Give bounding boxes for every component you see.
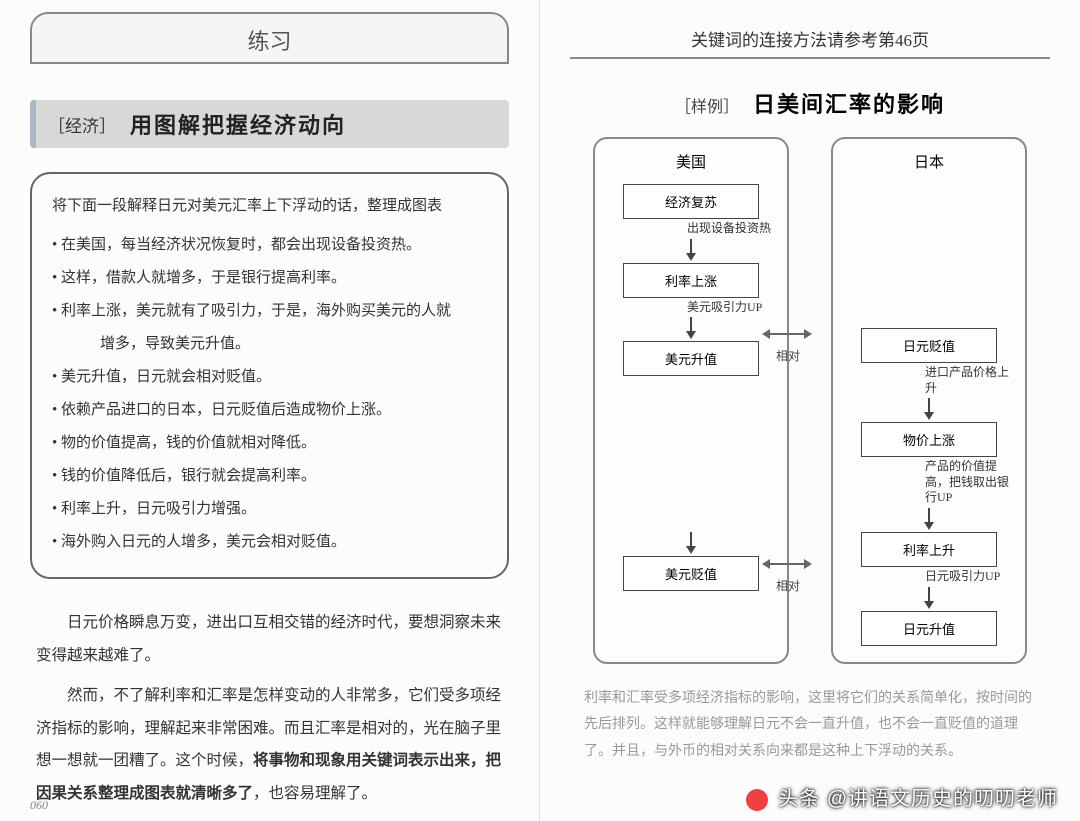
page-number: 060: [30, 798, 48, 813]
list-item: 美元升值，日元就会相对贬值。: [52, 361, 487, 394]
connector-line: [766, 333, 808, 335]
example-title: 日美间汇率的影响: [753, 92, 945, 117]
body-paragraphs: 日元价格瞬息万变，进出口互相交错的经济时代，要想洞察未来变得越来越难了。 然而，…: [30, 607, 509, 810]
arrow-down-icon: [843, 587, 1015, 609]
example-heading: ［样例］ 日美间汇率的影响: [570, 87, 1050, 119]
list-item: 依赖产品进口的日本，日元贬值后造成物价上涨。: [52, 394, 487, 427]
relative-label: 相对: [776, 347, 800, 364]
list-item: 钱的价值降低后，银行就会提高利率。: [52, 460, 487, 493]
column-title: 日本: [843, 149, 1015, 172]
watermark-text: 头条 @讲语文历史的叨叨老师: [778, 788, 1058, 810]
flowchart-diagram: 美国 经济复苏 出现设备投资热 利率上涨 美元吸引力UP 美元升值 美元贬值 日…: [570, 137, 1050, 664]
jp-column: 日本 日元贬值 进口产品价格上升 物价上涨 产品的价值提高，把钱取出银行UP 利…: [831, 137, 1027, 664]
node-usd-down: 美元贬值: [623, 556, 759, 591]
list-item: 物的价值提高，钱的价值就相对降低。: [52, 427, 487, 460]
list-item: 利率上涨，美元就有了吸引力，于是，海外购买美元的人就: [52, 295, 487, 328]
list-item: 在美国，每当经济状况恢复时，都会出现设备投资热。: [52, 229, 487, 262]
arrow-down-icon: [605, 239, 777, 261]
arrow-label: 日元吸引力UP: [843, 569, 1015, 585]
arrow-left-icon: [762, 329, 770, 339]
para-text: ，也容易理解了。: [253, 785, 377, 802]
bottom-note: 利率和汇率受多项经济指标的影响，这里将它们的关系简单化，按时间的先后排列。这样就…: [570, 686, 1050, 766]
arrow-down-icon: [843, 398, 1015, 420]
bullet-list: 在美国，每当经济状况恢复时，都会出现设备投资热。 这样，借款人就增多，于是银行提…: [52, 229, 487, 559]
paragraph: 日元价格瞬息万变，进出口互相交错的经济时代，要想洞察未来变得越来越难了。: [36, 607, 503, 672]
arrow-down-icon: [605, 317, 777, 339]
arrow-down-icon: [843, 508, 1015, 530]
section-tag: ［经济］: [48, 112, 116, 137]
watermark: 头条 @讲语文历史的叨叨老师: [746, 782, 1058, 811]
relative-label: 相对: [776, 577, 800, 594]
list-item: 这样，借款人就增多，于是银行提高利率。: [52, 262, 487, 295]
arrow-right-icon: [804, 329, 812, 339]
example-tag: ［样例］: [675, 99, 739, 116]
node-usd-up: 美元升值: [623, 341, 759, 376]
right-page: 关键词的连接方法请参考第46页 ［样例］ 日美间汇率的影响 美国 经济复苏 出现…: [540, 0, 1080, 821]
list-item: 利率上升，日元吸引力增强。: [52, 493, 487, 526]
section-heading: ［经济］ 用图解把握经济动向: [30, 100, 509, 148]
node-price-up: 物价上涨: [861, 422, 997, 457]
node-jpy-up: 日元升值: [861, 611, 997, 646]
list-item: 增多，导致美元升值。: [52, 328, 487, 361]
arrow-left-icon: [762, 559, 770, 569]
section-title: 用图解把握经济动向: [130, 108, 346, 140]
arrow-right-icon: [804, 559, 812, 569]
box-intro: 将下面一段解释日元对美元汇率上下浮动的话，整理成图表: [52, 190, 487, 223]
connector-line: [766, 563, 808, 565]
arrow-down-icon: [605, 532, 777, 554]
node-us-rate-up: 利率上涨: [623, 263, 759, 298]
left-page: 练习 ［经济］ 用图解把握经济动向 将下面一段解释日元对美元汇率上下浮动的话，整…: [0, 0, 540, 821]
arrow-label: 美元吸引力UP: [605, 300, 777, 316]
node-us-recovery: 经济复苏: [623, 184, 759, 219]
top-note: 关键词的连接方法请参考第46页: [570, 12, 1050, 59]
arrow-label: 出现设备投资热: [605, 221, 777, 237]
arrow-label: 进口产品价格上升: [843, 365, 1015, 396]
column-title: 美国: [605, 149, 777, 172]
us-column: 美国 经济复苏 出现设备投资热 利率上涨 美元吸引力UP 美元升值 美元贬值: [593, 137, 789, 664]
list-item: 海外购入日元的人增多，美元会相对贬值。: [52, 526, 487, 559]
practice-header: 练习: [30, 12, 509, 64]
node-jp-rate-up: 利率上升: [861, 532, 997, 567]
content-box: 将下面一段解释日元对美元汇率上下浮动的话，整理成图表 在美国，每当经济状况恢复时…: [30, 172, 509, 579]
node-jpy-down: 日元贬值: [861, 328, 997, 363]
paragraph: 然而，不了解利率和汇率是怎样变动的人非常多，它们受多项经济指标的影响，理解起来非…: [36, 680, 503, 810]
list-text: 增多，导致美元升值。: [100, 336, 250, 352]
toutiao-icon: [746, 789, 768, 811]
arrow-label: 产品的价值提高，把钱取出银行UP: [843, 459, 1015, 506]
